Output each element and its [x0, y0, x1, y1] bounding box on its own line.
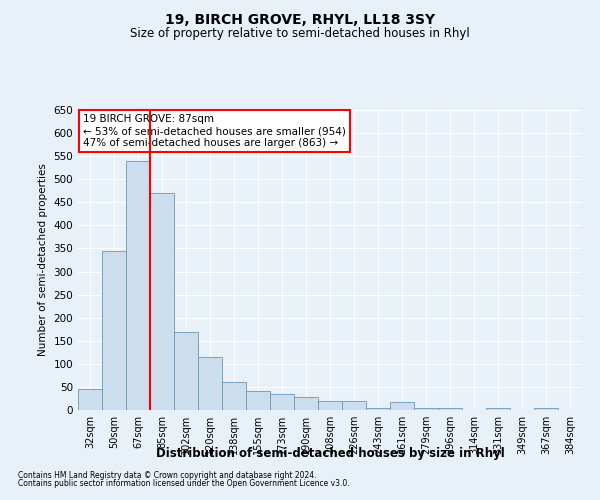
Bar	[222, 382, 246, 410]
Text: Contains public sector information licensed under the Open Government Licence v3: Contains public sector information licen…	[18, 478, 350, 488]
Bar	[78, 389, 102, 410]
Bar	[414, 408, 438, 410]
Bar	[270, 394, 294, 410]
Bar	[318, 401, 342, 410]
Bar	[486, 408, 510, 410]
Bar	[438, 408, 462, 410]
Bar	[102, 251, 126, 410]
Text: Contains HM Land Registry data © Crown copyright and database right 2024.: Contains HM Land Registry data © Crown c…	[18, 471, 317, 480]
Text: 19, BIRCH GROVE, RHYL, LL18 3SY: 19, BIRCH GROVE, RHYL, LL18 3SY	[165, 12, 435, 26]
Bar	[126, 161, 150, 410]
Text: 19 BIRCH GROVE: 87sqm
← 53% of semi-detached houses are smaller (954)
47% of sem: 19 BIRCH GROVE: 87sqm ← 53% of semi-deta…	[83, 114, 346, 148]
Bar	[174, 332, 198, 410]
Bar	[390, 402, 414, 410]
Bar	[246, 390, 270, 410]
Bar	[198, 357, 222, 410]
Bar	[342, 401, 366, 410]
Bar	[150, 193, 174, 410]
Text: Size of property relative to semi-detached houses in Rhyl: Size of property relative to semi-detach…	[130, 28, 470, 40]
Text: Distribution of semi-detached houses by size in Rhyl: Distribution of semi-detached houses by …	[155, 448, 505, 460]
Bar	[534, 408, 558, 410]
Bar	[366, 408, 390, 410]
Bar	[294, 397, 318, 410]
Y-axis label: Number of semi-detached properties: Number of semi-detached properties	[38, 164, 48, 356]
